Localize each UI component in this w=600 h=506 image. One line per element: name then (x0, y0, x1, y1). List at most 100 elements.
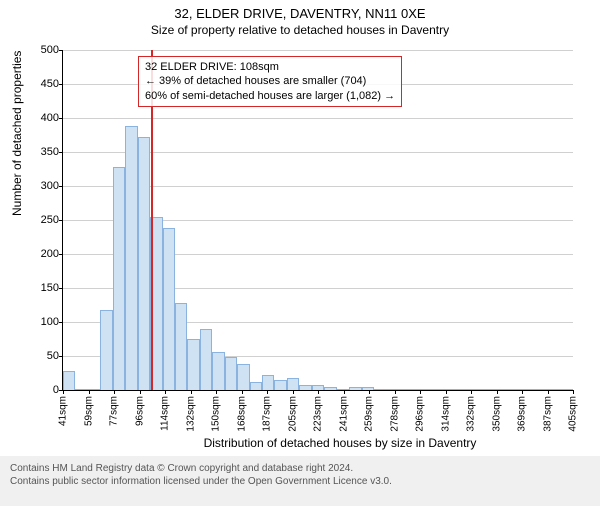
ytick-label: 100 (29, 316, 59, 328)
xtick-mark (267, 390, 268, 394)
ytick-label: 450 (29, 78, 59, 90)
ytick-mark (59, 254, 63, 255)
histogram-bar (536, 389, 548, 390)
ytick-label: 150 (29, 282, 59, 294)
xtick-mark (369, 390, 370, 394)
histogram-bar (399, 389, 411, 390)
histogram-bar (138, 137, 150, 390)
footer-line-2: Contains public sector information licen… (10, 475, 590, 488)
ytick-mark (59, 186, 63, 187)
ytick-mark (59, 356, 63, 357)
ytick-label: 200 (29, 248, 59, 260)
ytick-label: 250 (29, 214, 59, 226)
annotation-line: 32 ELDER DRIVE: 108sqm (145, 60, 395, 74)
histogram-bar (237, 364, 249, 390)
histogram-bar (411, 389, 423, 390)
histogram-bar (212, 352, 224, 390)
annotation-line: 60% of semi-detached houses are larger (… (145, 89, 395, 103)
xtick-mark (446, 390, 447, 394)
xtick-label: 96sqm (134, 396, 145, 426)
histogram-bar (125, 126, 137, 390)
ytick-mark (59, 152, 63, 153)
xtick-mark (242, 390, 243, 394)
chart-title: 32, ELDER DRIVE, DAVENTRY, NN11 0XE (0, 6, 600, 21)
plot-region: 05010015020025030035040045050041sqm59sqm… (62, 50, 573, 391)
histogram-bar (63, 371, 75, 390)
xtick-label: 332sqm (466, 396, 477, 432)
xtick-label: 296sqm (415, 396, 426, 432)
histogram-bar (75, 389, 87, 390)
xtick-mark (344, 390, 345, 394)
annotation-line: ← 39% of detached houses are smaller (70… (145, 74, 395, 88)
footer-line-1: Contains HM Land Registry data © Crown c… (10, 462, 590, 475)
histogram-bar (362, 387, 374, 390)
y-axis-label: Number of detached properties (10, 51, 24, 216)
xtick-mark (497, 390, 498, 394)
xtick-label: 187sqm (262, 396, 273, 432)
xtick-mark (140, 390, 141, 394)
footer-attribution: Contains HM Land Registry data © Crown c… (0, 456, 600, 506)
xtick-label: 114sqm (160, 396, 171, 431)
histogram-bar (200, 329, 212, 390)
ytick-mark (59, 288, 63, 289)
xtick-mark (573, 390, 574, 394)
histogram-bar (386, 389, 398, 390)
histogram-bar (324, 387, 336, 390)
x-axis-label: Distribution of detached houses by size … (0, 436, 600, 450)
histogram-bar (523, 389, 535, 390)
ytick-label: 400 (29, 112, 59, 124)
histogram-bar (88, 389, 100, 390)
xtick-mark (216, 390, 217, 394)
ytick-mark (59, 220, 63, 221)
xtick-label: 168sqm (236, 396, 247, 432)
ytick-mark (59, 322, 63, 323)
ytick-mark (59, 118, 63, 119)
ytick-label: 350 (29, 146, 59, 158)
xtick-mark (471, 390, 472, 394)
histogram-bar (262, 375, 274, 390)
xtick-label: 405sqm (568, 396, 579, 432)
xtick-mark (89, 390, 90, 394)
ytick-label: 0 (29, 384, 59, 396)
histogram-bar (100, 310, 112, 390)
histogram-bar (473, 389, 485, 390)
ytick-mark (59, 84, 63, 85)
xtick-mark (63, 390, 64, 394)
histogram-bar (299, 385, 311, 390)
ytick-label: 500 (29, 44, 59, 56)
histogram-bar (374, 389, 386, 390)
xtick-label: 59sqm (83, 396, 94, 426)
annotation-box: 32 ELDER DRIVE: 108sqm← 39% of detached … (138, 56, 402, 107)
chart-subtitle: Size of property relative to detached ho… (0, 23, 600, 37)
xtick-label: 314sqm (440, 396, 451, 432)
xtick-label: 369sqm (517, 396, 528, 432)
histogram-bar (187, 339, 199, 390)
histogram-bar (287, 378, 299, 390)
histogram-bar (424, 389, 436, 390)
ytick-label: 50 (29, 350, 59, 362)
xtick-label: 223sqm (313, 396, 324, 432)
chart-area: 05010015020025030035040045050041sqm59sqm… (62, 50, 572, 430)
xtick-label: 132sqm (185, 396, 196, 432)
histogram-bar (225, 357, 237, 390)
histogram-bar (163, 228, 175, 390)
histogram-bar (498, 389, 510, 390)
histogram-bar (349, 387, 361, 390)
gridline (63, 50, 573, 51)
ytick-label: 300 (29, 180, 59, 192)
histogram-bar (436, 389, 448, 390)
xtick-mark (318, 390, 319, 394)
histogram-bar (548, 389, 560, 390)
xtick-label: 77sqm (109, 396, 120, 426)
xtick-label: 278sqm (389, 396, 400, 432)
xtick-label: 150sqm (211, 396, 222, 432)
xtick-label: 241sqm (338, 396, 349, 432)
xtick-label: 259sqm (364, 396, 375, 432)
histogram-bar (250, 382, 262, 390)
xtick-mark (395, 390, 396, 394)
xtick-label: 387sqm (542, 396, 553, 432)
histogram-bar (175, 303, 187, 390)
histogram-bar (274, 380, 286, 390)
xtick-mark (114, 390, 115, 394)
xtick-mark (293, 390, 294, 394)
